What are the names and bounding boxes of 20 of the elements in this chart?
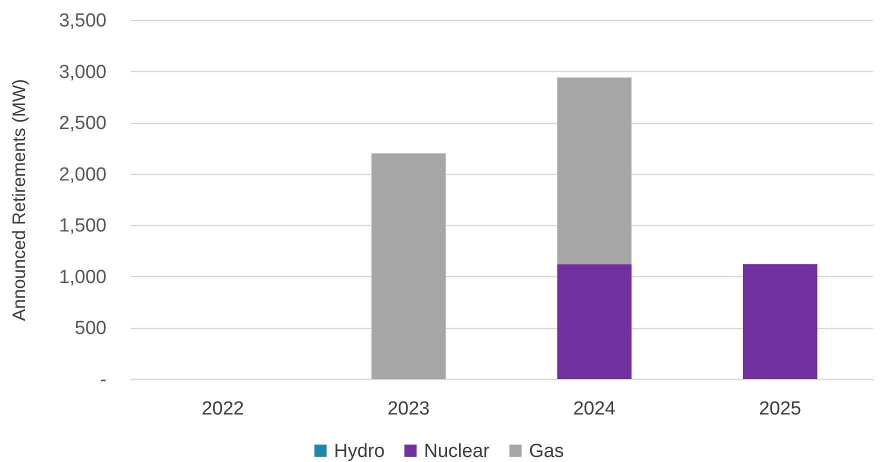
bar — [557, 264, 632, 379]
legend-label: Nuclear — [424, 440, 490, 462]
bar — [557, 77, 632, 264]
y-tick-label: 3,000 — [58, 62, 106, 83]
x-tick-label: 2025 — [758, 398, 802, 420]
x-tick-label: 2024 — [573, 398, 616, 420]
y-tick-label: - — [100, 370, 106, 390]
y-tick-label: 500 — [74, 318, 106, 340]
bar — [371, 153, 446, 379]
y-axis-title: Announced Retirements (MW) — [8, 78, 29, 322]
legend-label: Hydro — [334, 440, 385, 462]
x-tick-label: 2022 — [202, 398, 244, 420]
y-tick-label: 3,500 — [58, 10, 106, 32]
y-tick-label: 2,000 — [58, 164, 106, 186]
y-tick-label: 1,000 — [58, 266, 106, 288]
y-tick-label: 2,500 — [58, 113, 106, 134]
legend-label: Gas — [529, 440, 564, 462]
y-tick-label: 1,500 — [58, 216, 106, 237]
x-tick-label: 2023 — [387, 398, 430, 420]
bar — [742, 264, 818, 379]
